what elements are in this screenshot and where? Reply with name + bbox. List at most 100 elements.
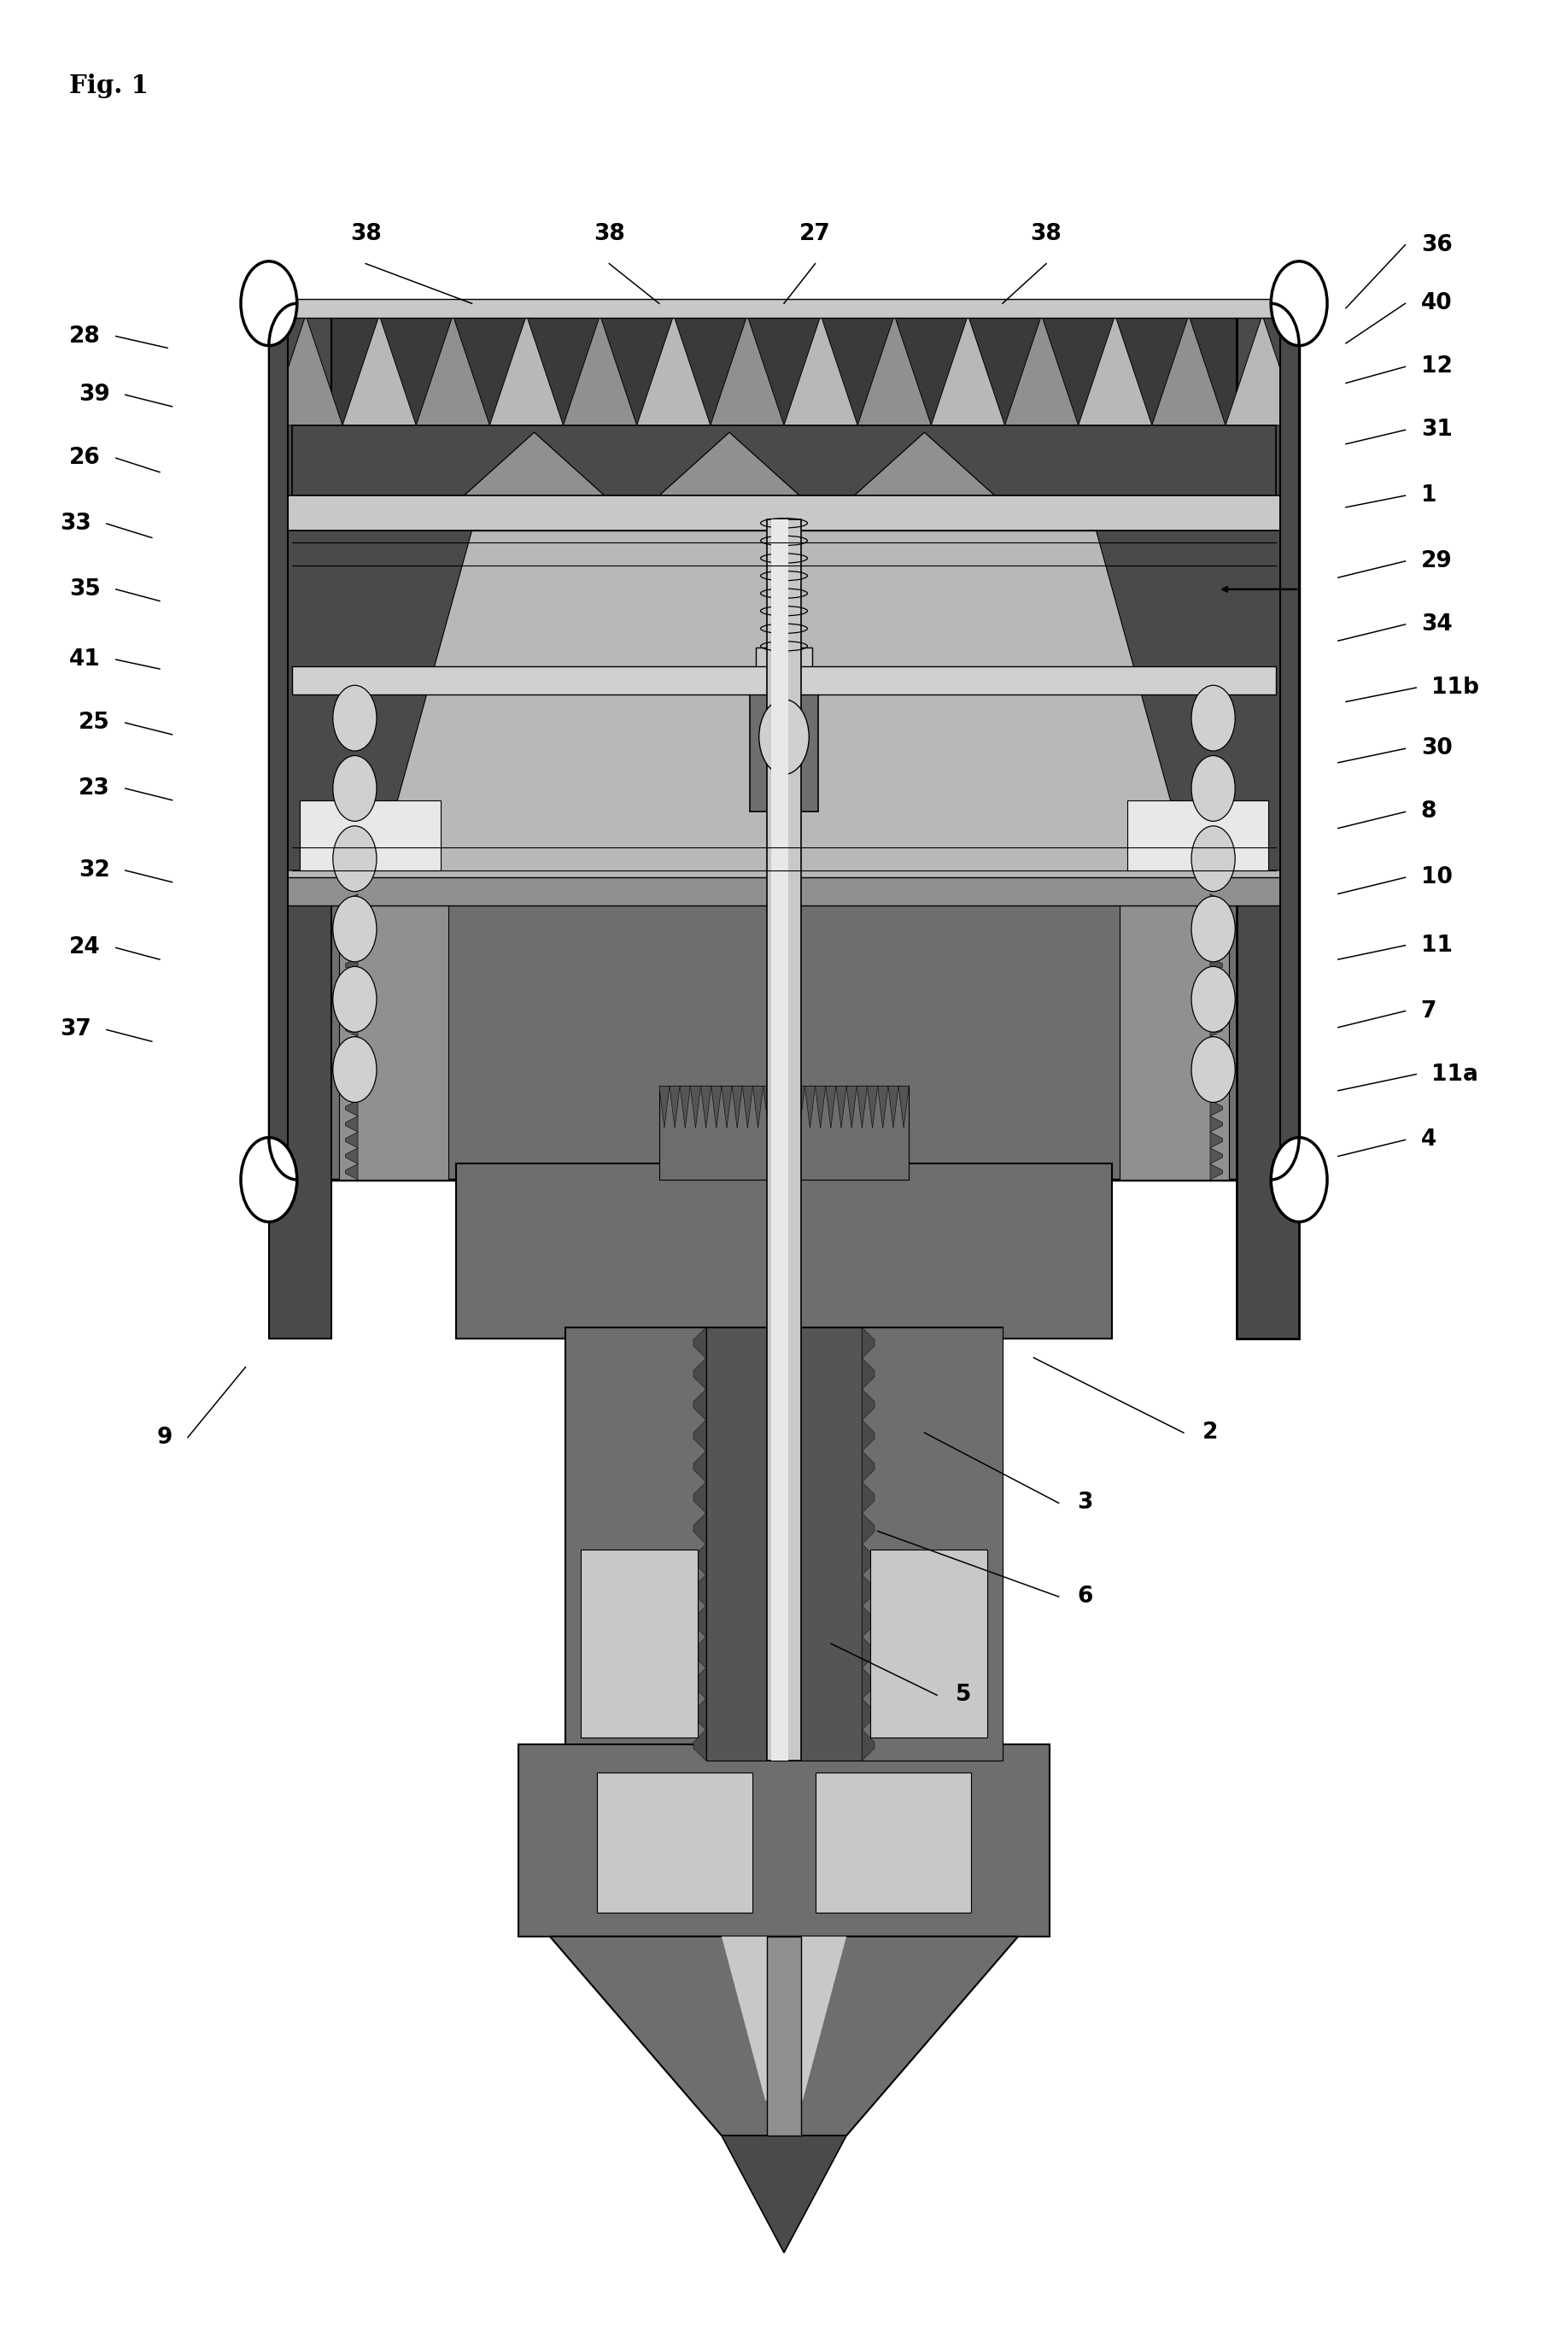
Polygon shape xyxy=(862,1452,875,1483)
Polygon shape xyxy=(345,1006,358,1020)
Polygon shape xyxy=(345,909,358,926)
Polygon shape xyxy=(284,531,472,869)
Bar xyxy=(292,667,1276,696)
Polygon shape xyxy=(1210,956,1223,973)
Bar xyxy=(756,649,812,684)
Polygon shape xyxy=(693,1419,706,1452)
Polygon shape xyxy=(898,1086,909,1128)
Text: 36: 36 xyxy=(1421,233,1452,256)
Polygon shape xyxy=(693,1483,706,1513)
Polygon shape xyxy=(464,432,605,496)
Polygon shape xyxy=(1210,1053,1223,1069)
Polygon shape xyxy=(742,1086,753,1128)
Text: 25: 25 xyxy=(78,712,110,733)
Polygon shape xyxy=(693,1638,706,1668)
Text: 6: 6 xyxy=(1077,1586,1093,1607)
Text: 28: 28 xyxy=(69,324,100,348)
Bar xyxy=(268,298,1300,317)
Text: 38: 38 xyxy=(1030,223,1062,244)
Bar xyxy=(268,303,1300,1180)
Bar xyxy=(268,303,287,1180)
Polygon shape xyxy=(931,315,1005,425)
Polygon shape xyxy=(862,1389,875,1419)
Polygon shape xyxy=(862,1358,875,1389)
Circle shape xyxy=(1272,261,1327,345)
Text: 10: 10 xyxy=(1421,867,1452,888)
Polygon shape xyxy=(693,1389,706,1419)
Bar xyxy=(750,672,818,811)
Bar xyxy=(706,1328,862,1760)
Polygon shape xyxy=(1210,1116,1223,1133)
Polygon shape xyxy=(1210,926,1223,942)
Polygon shape xyxy=(773,1086,784,1128)
Polygon shape xyxy=(721,1086,732,1128)
Circle shape xyxy=(1192,895,1236,961)
Circle shape xyxy=(759,700,809,776)
Text: 9: 9 xyxy=(157,1426,172,1448)
Polygon shape xyxy=(701,1086,712,1128)
Polygon shape xyxy=(690,1086,701,1128)
Polygon shape xyxy=(416,315,489,425)
Bar xyxy=(456,1163,1112,1339)
Polygon shape xyxy=(693,1358,706,1389)
Polygon shape xyxy=(862,1638,875,1668)
Text: 8: 8 xyxy=(1421,801,1436,822)
Polygon shape xyxy=(847,1086,856,1128)
Bar xyxy=(1123,893,1210,1180)
Polygon shape xyxy=(712,1086,721,1128)
Polygon shape xyxy=(862,1328,875,1358)
Polygon shape xyxy=(345,1147,358,1163)
Polygon shape xyxy=(721,2136,847,2254)
Bar xyxy=(566,1328,1002,1760)
Polygon shape xyxy=(345,1069,358,1083)
Polygon shape xyxy=(855,432,994,496)
Polygon shape xyxy=(862,1544,875,1574)
Text: 11: 11 xyxy=(1421,935,1452,956)
Text: 34: 34 xyxy=(1421,613,1452,635)
Polygon shape xyxy=(1210,1100,1223,1116)
Polygon shape xyxy=(1152,315,1226,425)
Bar xyxy=(268,303,1300,425)
Bar xyxy=(358,893,445,1180)
Polygon shape xyxy=(693,1574,706,1605)
Polygon shape xyxy=(862,1699,875,1730)
Polygon shape xyxy=(753,1086,764,1128)
Polygon shape xyxy=(659,432,800,496)
Bar xyxy=(771,519,789,1760)
Text: 33: 33 xyxy=(60,512,91,536)
Polygon shape xyxy=(693,1605,706,1638)
Polygon shape xyxy=(345,1053,358,1069)
Text: 29: 29 xyxy=(1421,550,1452,573)
Text: 12: 12 xyxy=(1421,355,1452,378)
Polygon shape xyxy=(1005,315,1079,425)
Bar xyxy=(1281,303,1300,1180)
Circle shape xyxy=(241,1137,296,1222)
Bar xyxy=(284,531,1284,893)
Circle shape xyxy=(1272,1137,1327,1222)
Circle shape xyxy=(1192,966,1236,1032)
Bar xyxy=(339,898,448,1180)
Polygon shape xyxy=(345,989,358,1006)
Polygon shape xyxy=(1210,1133,1223,1147)
Text: 1: 1 xyxy=(1421,484,1436,508)
Polygon shape xyxy=(858,315,931,425)
Polygon shape xyxy=(563,315,637,425)
Polygon shape xyxy=(345,1036,358,1053)
Polygon shape xyxy=(345,1020,358,1036)
Polygon shape xyxy=(710,315,784,425)
Bar xyxy=(870,1551,986,1737)
Polygon shape xyxy=(878,1086,887,1128)
Text: 41: 41 xyxy=(69,649,100,670)
Circle shape xyxy=(1192,825,1236,891)
Text: 11a: 11a xyxy=(1432,1062,1479,1086)
Circle shape xyxy=(332,895,376,961)
Circle shape xyxy=(332,825,376,891)
Text: 38: 38 xyxy=(594,223,626,244)
Polygon shape xyxy=(826,1086,836,1128)
Polygon shape xyxy=(659,1086,670,1128)
Text: 11b: 11b xyxy=(1432,677,1480,698)
Polygon shape xyxy=(815,1086,826,1128)
Text: 24: 24 xyxy=(69,938,100,959)
Polygon shape xyxy=(1210,1147,1223,1163)
Text: 23: 23 xyxy=(78,778,110,799)
